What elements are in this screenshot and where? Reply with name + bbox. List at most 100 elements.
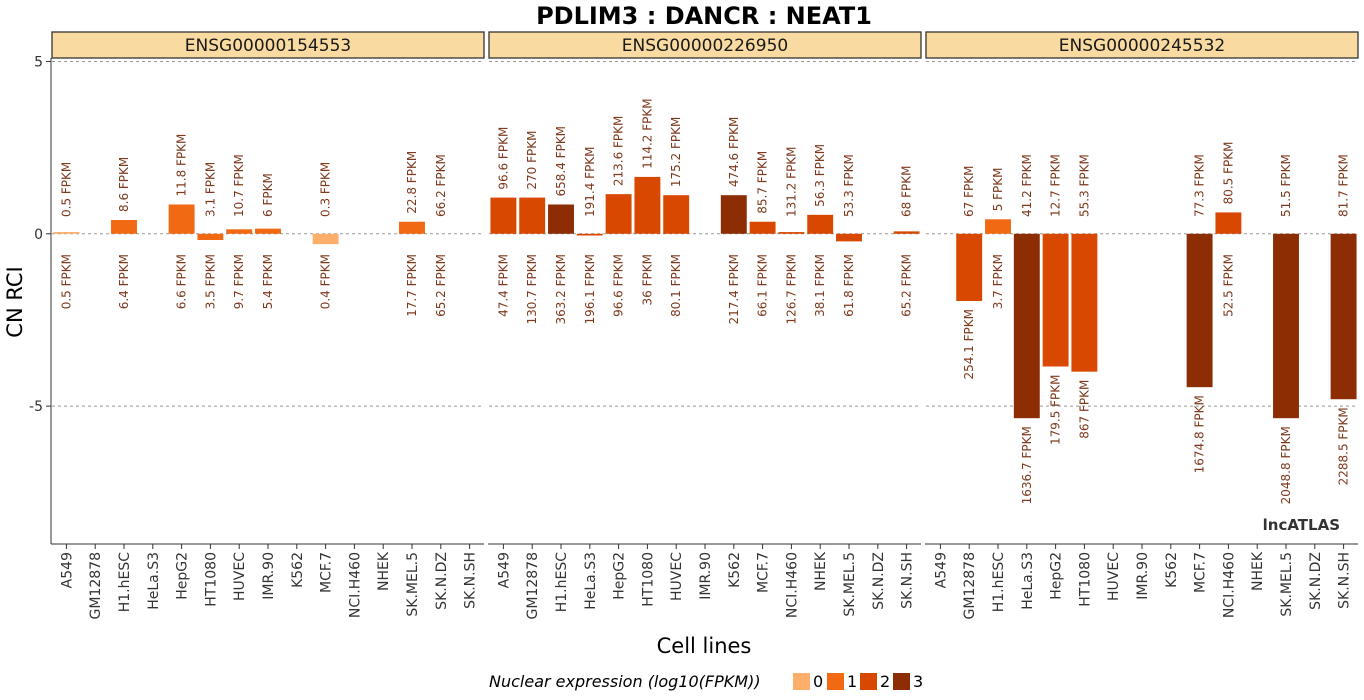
upper-fpkm-label: 81.7 FPKM — [1337, 154, 1351, 217]
upper-fpkm-label: 131.2 FPKM — [784, 146, 798, 217]
x-tick-label: IMR.90 — [698, 552, 714, 600]
bar — [1273, 233, 1299, 419]
upper-fpkm-label: 191.4 FPKM — [583, 146, 597, 217]
lower-fpkm-label: 80.1 FPKM — [669, 254, 683, 317]
bar — [197, 233, 224, 240]
y-tick-label: -5 — [29, 399, 43, 415]
upper-fpkm-label: 0.3 FPKM — [319, 162, 333, 217]
upper-fpkm-label: 85.7 FPKM — [756, 151, 770, 214]
legend-swatch — [860, 673, 877, 690]
x-tick-label: HUVEC — [232, 552, 248, 601]
upper-fpkm-label: 56.3 FPKM — [813, 144, 827, 207]
x-tick-label: HepG2 — [175, 552, 191, 600]
bar — [519, 197, 546, 234]
x-tick-label: H1.hESC — [117, 552, 133, 612]
bar — [168, 204, 195, 234]
x-tick-label: K562 — [290, 552, 306, 588]
bar — [1330, 233, 1357, 400]
lower-fpkm-label: 96.6 FPKM — [612, 254, 626, 317]
legend-swatch — [827, 673, 844, 690]
legend-label: 1 — [847, 672, 857, 691]
upper-fpkm-label: 55.3 FPKM — [1077, 154, 1091, 217]
x-tick-label: NCI.H460 — [784, 552, 800, 618]
panel-strip — [51, 31, 485, 59]
lower-fpkm-label: 130.7 FPKM — [525, 254, 539, 325]
upper-fpkm-label: 11.8 FPKM — [175, 134, 189, 197]
legend-label: 2 — [880, 672, 890, 691]
bar — [1215, 212, 1242, 234]
x-tick-label: NCI.H460 — [347, 552, 363, 618]
bar — [956, 233, 983, 301]
x-tick-label: MCF.7 — [756, 552, 772, 593]
lower-fpkm-label: 363.2 FPKM — [554, 254, 568, 325]
panel-strip-label: ENSG00000245532 — [1059, 36, 1225, 56]
lower-fpkm-label: 6.6 FPKM — [175, 254, 189, 309]
bar — [985, 219, 1011, 234]
x-tick-label: GM12878 — [88, 552, 104, 619]
upper-fpkm-label: 8.6 FPKM — [117, 157, 131, 212]
bar — [312, 233, 339, 245]
bar — [778, 232, 805, 234]
upper-fpkm-label: 96.6 FPKM — [496, 127, 510, 190]
x-tick-label: K562 — [1164, 552, 1180, 588]
upper-fpkm-label: 6 FPKM — [261, 173, 275, 217]
x-tick-label: GM12878 — [962, 552, 978, 619]
x-tick-label: IMR.90 — [1135, 552, 1151, 600]
upper-fpkm-label: 12.7 FPKM — [1049, 154, 1063, 217]
upper-fpkm-label: 3.1 FPKM — [203, 162, 217, 217]
lower-fpkm-label: 2048.8 FPKM — [1279, 426, 1293, 504]
x-tick-label: SK.MEL.5 — [405, 552, 421, 617]
x-tick-label: MCF.7 — [319, 552, 335, 593]
upper-fpkm-label: 80.5 FPKM — [1221, 142, 1235, 205]
x-tick-label: HT1080 — [203, 552, 219, 607]
lower-fpkm-label: 65.2 FPKM — [434, 254, 448, 317]
lower-fpkm-label: 217.4 FPKM — [727, 254, 741, 325]
x-tick-label: HepG2 — [1049, 552, 1065, 600]
x-tick-label: K562 — [727, 552, 743, 588]
lower-fpkm-label: 126.7 FPKM — [784, 254, 798, 325]
lower-fpkm-label: 66.1 FPKM — [756, 254, 770, 317]
x-tick-label: SK.N.DZ — [871, 552, 887, 610]
x-tick-label: SK.MEL.5 — [1279, 552, 1295, 617]
upper-fpkm-label: 53.3 FPKM — [842, 154, 856, 217]
x-tick-label: SK.N.DZ — [434, 552, 450, 610]
x-tick-label: SK.N.DZ — [1308, 552, 1324, 610]
lower-fpkm-label: 196.1 FPKM — [583, 254, 597, 325]
x-tick-label: H1.hESC — [554, 552, 570, 612]
lower-fpkm-label: 1674.8 FPKM — [1193, 395, 1207, 473]
legend-swatch — [793, 673, 810, 690]
legend-title: Nuclear expression (log10(FPKM)) — [489, 672, 761, 691]
bar — [749, 221, 776, 234]
panel-strip — [488, 31, 922, 59]
bar — [399, 221, 425, 234]
lower-fpkm-label: 867 FPKM — [1077, 380, 1091, 439]
y-tick-label: 0 — [34, 227, 43, 243]
bar — [663, 195, 690, 234]
lower-fpkm-label: 47.4 FPKM — [496, 254, 510, 317]
bar — [490, 197, 517, 234]
upper-fpkm-label: 658.4 FPKM — [554, 126, 568, 197]
chart-title: PDLIM3 : DANCR : NEAT1 — [536, 2, 872, 30]
bar — [576, 233, 603, 236]
upper-fpkm-label: 41.2 FPKM — [1020, 154, 1034, 217]
bar — [807, 214, 834, 234]
x-tick-label: HeLa.S3 — [146, 552, 162, 610]
x-tick-label: GM12878 — [525, 552, 541, 619]
upper-fpkm-label: 270 FPKM — [525, 131, 539, 190]
lower-fpkm-label: 17.7 FPKM — [405, 254, 419, 317]
lower-fpkm-label: 6.4 FPKM — [117, 254, 131, 309]
bar — [53, 232, 80, 234]
x-tick-label: A549 — [496, 552, 512, 588]
bar — [1071, 233, 1098, 372]
upper-fpkm-label: 5 FPKM — [991, 167, 1005, 211]
bar — [1013, 233, 1040, 419]
upper-fpkm-label: 51.5 FPKM — [1279, 154, 1293, 217]
legend-swatch — [893, 673, 910, 690]
x-tick-label: H1.hESC — [991, 552, 1007, 612]
lower-fpkm-label: 65.2 FPKM — [900, 254, 914, 317]
lower-fpkm-label: 0.4 FPKM — [319, 254, 333, 309]
x-tick-label: A549 — [59, 552, 75, 588]
legend-label: 0 — [813, 672, 823, 691]
y-tick-label: 5 — [34, 54, 43, 70]
